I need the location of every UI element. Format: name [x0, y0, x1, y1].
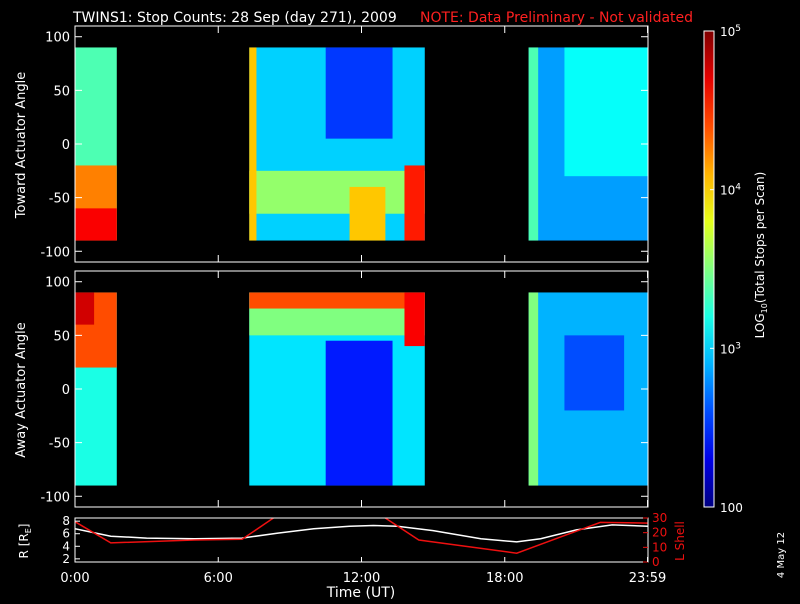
heatmap-cell	[249, 47, 257, 241]
y-tick-label: 100	[45, 31, 70, 46]
y-tick-label: 6	[62, 527, 70, 541]
orbit-lines	[75, 518, 648, 554]
heatmap-cell	[404, 165, 425, 241]
x-tick-label: 23:59	[629, 571, 666, 586]
colorbar-label-sub: 10	[760, 303, 769, 313]
lshell-series-line	[75, 518, 648, 554]
y-tick-label: 4	[62, 539, 70, 553]
away-panel: 100 50 0 -50 -100	[40, 270, 649, 508]
heatmap-cell	[325, 47, 393, 139]
ylabel-r: R [RE]	[17, 524, 33, 559]
y-tick-label: 8	[62, 514, 70, 528]
x-tick-label: 18:00	[486, 571, 523, 586]
y-tick-label-right: 0	[652, 555, 660, 569]
x-tick-label: 12:00	[343, 571, 380, 586]
ylabel-r-main: R [R	[17, 533, 31, 558]
ylabel-r-end: ]	[17, 524, 31, 529]
orbit-background	[75, 518, 648, 562]
x-tick-label: 0:00	[60, 571, 89, 586]
y-tick-label: -50	[49, 437, 70, 452]
y-tick-label: -50	[49, 192, 70, 207]
y-tick-label: 0	[62, 138, 70, 153]
heatmap-cell	[249, 170, 425, 214]
y-tick-label: 50	[53, 329, 70, 344]
colorbar-tick-label: 105	[720, 24, 741, 39]
colorbar-label-rest: (Total Stops per Scan)	[753, 172, 767, 303]
colorbar-tick-label: 103	[720, 341, 741, 356]
heatmap-cell	[349, 186, 386, 241]
y-tick-label: 2	[62, 552, 70, 566]
x-axis-label: Time (UT)	[326, 585, 395, 600]
toward-panel: 100 50 0 -50 -100	[40, 25, 649, 263]
y-tick-label-right: 20	[652, 526, 667, 540]
heatmap-cell	[528, 292, 539, 486]
heatmap-cell	[75, 208, 117, 241]
heatmap-cell	[325, 340, 393, 486]
date-stamp: 4 May 12	[776, 532, 787, 578]
heatmap-cell	[249, 292, 425, 309]
colorbar-tick-label: 104	[720, 183, 741, 198]
colorbar-label-main: LOG	[753, 313, 767, 338]
heatmap-cell	[528, 47, 539, 241]
heatmap-cell	[564, 335, 625, 411]
colorbar-label: LOG10(Total Stops per Scan)	[753, 172, 769, 339]
colorbar-tick-label: 100	[720, 501, 743, 515]
x-tick-label: 6:00	[204, 571, 233, 586]
y-tick-label-right: 10	[652, 540, 667, 554]
heatmap-cell	[75, 292, 95, 325]
heatmap-cell	[564, 47, 648, 177]
r-series-line	[75, 524, 648, 543]
y-tick-label-right: 30	[652, 511, 667, 525]
y-tick-label: 100	[45, 276, 70, 291]
y-tick-label: 50	[53, 84, 70, 99]
y-tick-label: 0	[62, 383, 70, 398]
ylabel-lshell: L Shell	[673, 521, 687, 561]
colorbar: 105 104 103 100	[703, 24, 743, 515]
preliminary-note: NOTE: Data Preliminary - Not validated	[420, 10, 693, 26]
ylabel-r-sub: E	[24, 528, 33, 533]
y-tick-label: -100	[40, 490, 70, 505]
heatmap-cell	[404, 292, 425, 347]
colorbar-ramp	[703, 30, 715, 508]
y-tick-label: -100	[40, 245, 70, 260]
ylabel-toward: Toward Actuator Angle	[14, 72, 29, 219]
chart-title: TWINS1: Stop Counts: 28 Sep (day 271), 2…	[72, 10, 397, 26]
ylabel-away: Away Actuator Angle	[14, 322, 29, 457]
